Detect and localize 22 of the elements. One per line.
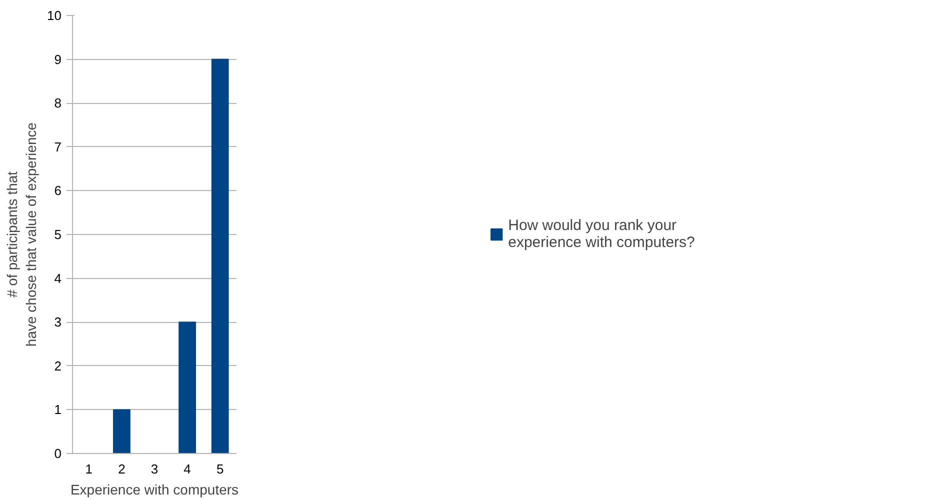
y-tick-label: 2 bbox=[54, 358, 62, 374]
y-tick-label: 6 bbox=[54, 183, 62, 198]
y-tick-label: 5 bbox=[54, 227, 62, 242]
x-tick-label: 1 bbox=[85, 462, 93, 476]
y-tick-label: 3 bbox=[54, 314, 62, 330]
y-tick-label: 9 bbox=[54, 52, 62, 67]
bar bbox=[211, 58, 229, 454]
x-tick-label: 4 bbox=[184, 462, 191, 476]
y-tick-label: 8 bbox=[54, 96, 62, 111]
y-tick-label: 1 bbox=[54, 402, 62, 418]
y-axis-title: # of participants that have chose that value of experience bbox=[4, 122, 40, 347]
x-tick-label: 2 bbox=[118, 462, 126, 476]
y-tick-label: 7 bbox=[54, 139, 62, 154]
y-tick-label: 4 bbox=[54, 270, 62, 286]
x-tick-label: 3 bbox=[150, 462, 158, 476]
x-tick-label: 5 bbox=[216, 462, 224, 476]
y-tick-label: 0 bbox=[54, 446, 62, 461]
legend-label: How would you rank your experience with computers? bbox=[508, 217, 695, 251]
x-axis-title: Experience with computers bbox=[70, 482, 239, 498]
bar bbox=[178, 322, 196, 454]
y-tick-label: 10 bbox=[47, 8, 62, 23]
bar bbox=[113, 409, 130, 454]
